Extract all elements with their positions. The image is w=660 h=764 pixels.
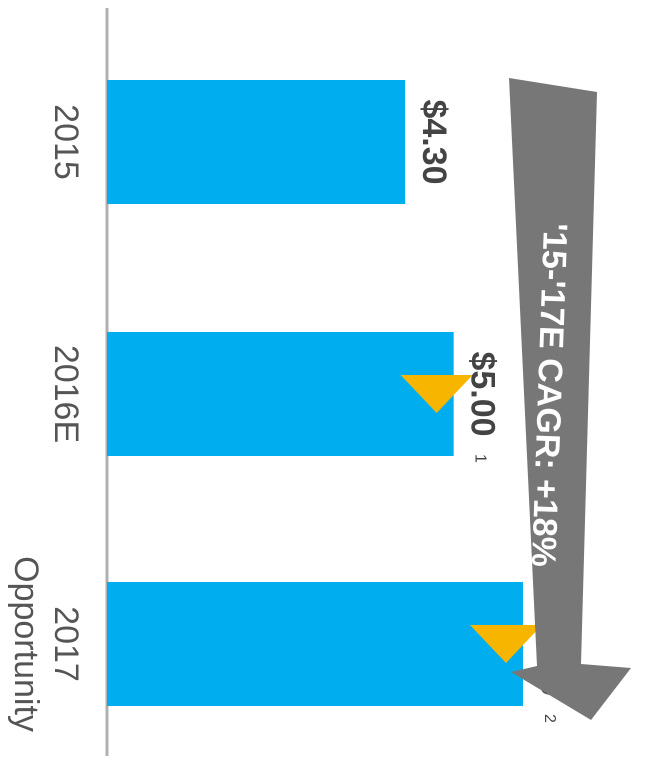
footnote-mark-2: 2	[541, 714, 558, 723]
increase-marker-2	[470, 625, 542, 663]
increase-marker-1	[400, 375, 473, 413]
bar-2	[107, 582, 523, 706]
value-label-1: $5.00	[464, 351, 502, 436]
value-label-0: $4.30	[415, 99, 453, 184]
footnote-mark-1: 1	[472, 454, 489, 463]
cagr-arrow: '15-'17E CAGR: +18%	[509, 78, 631, 720]
bar-0	[107, 80, 406, 204]
category-label-0: 2015	[47, 104, 85, 180]
category-label-2-line-0: 2017	[47, 606, 85, 682]
category-label-2-line-1: Opportunity	[7, 556, 45, 732]
category-label-1: 2016E	[47, 345, 85, 443]
bar-1	[107, 332, 454, 456]
